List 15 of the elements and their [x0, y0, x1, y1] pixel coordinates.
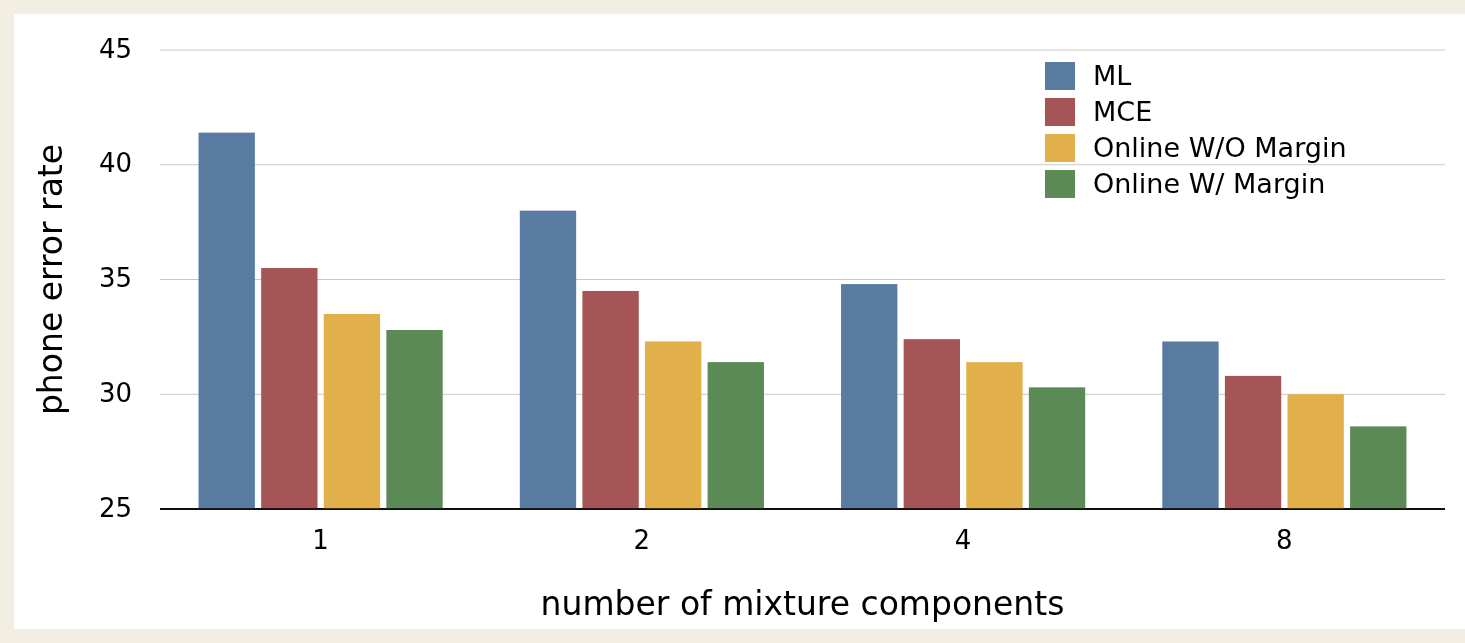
legend-label: Online W/O Margin	[1093, 131, 1347, 163]
y-axis-title: phone error rate	[31, 143, 70, 416]
legend-label: MCE	[1093, 95, 1153, 127]
y-tick-label: 35	[98, 263, 132, 293]
legend-label: Online W/ Margin	[1093, 167, 1326, 199]
x-axis-title: number of mixture components	[540, 584, 1065, 623]
x-tick-label: 4	[954, 525, 972, 555]
legend-label: ML	[1093, 59, 1132, 91]
y-tick-label: 45	[98, 33, 132, 64]
y-tick-label: 25	[98, 492, 132, 523]
y-tick-label: 30	[98, 377, 132, 408]
x-tick-label: 2	[633, 525, 651, 555]
y-tick-label: 40	[98, 148, 132, 179]
x-tick-label: 8	[1276, 525, 1293, 555]
x-tick-label: 1	[312, 525, 329, 555]
